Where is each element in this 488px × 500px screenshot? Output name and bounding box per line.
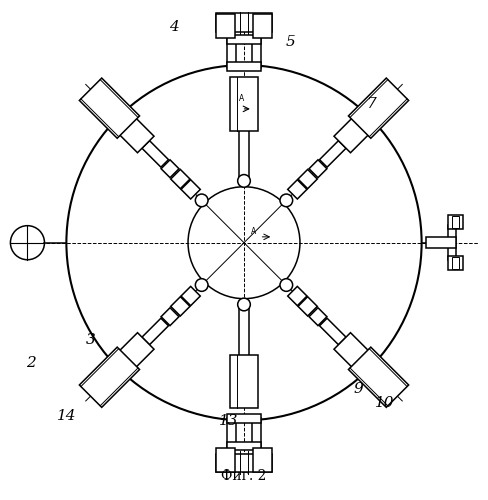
Text: 5: 5 — [285, 34, 295, 48]
Circle shape — [280, 278, 293, 291]
Text: 10: 10 — [375, 396, 395, 410]
Polygon shape — [227, 62, 261, 71]
Polygon shape — [115, 114, 154, 152]
Polygon shape — [309, 308, 327, 326]
Polygon shape — [171, 170, 190, 188]
Polygon shape — [80, 78, 140, 138]
Polygon shape — [227, 38, 236, 68]
Polygon shape — [216, 13, 272, 32]
Polygon shape — [252, 418, 261, 447]
Polygon shape — [452, 258, 459, 269]
Polygon shape — [142, 140, 168, 167]
Polygon shape — [161, 308, 179, 326]
Polygon shape — [80, 347, 140, 408]
Text: 9: 9 — [353, 382, 363, 396]
Polygon shape — [298, 296, 317, 316]
Polygon shape — [161, 160, 179, 178]
Polygon shape — [239, 118, 249, 177]
Polygon shape — [181, 180, 200, 199]
Text: 4: 4 — [168, 20, 178, 34]
Polygon shape — [216, 454, 272, 472]
Polygon shape — [320, 140, 346, 167]
Text: 3: 3 — [86, 333, 96, 347]
Polygon shape — [253, 448, 272, 472]
Polygon shape — [227, 418, 236, 447]
Polygon shape — [216, 14, 235, 38]
Polygon shape — [448, 256, 463, 270]
Text: 2: 2 — [26, 356, 36, 370]
Polygon shape — [288, 180, 307, 199]
Polygon shape — [239, 308, 249, 367]
Text: 7: 7 — [366, 97, 376, 111]
Polygon shape — [309, 160, 327, 178]
Polygon shape — [230, 354, 258, 408]
Circle shape — [280, 194, 293, 206]
Polygon shape — [227, 442, 261, 450]
Polygon shape — [288, 286, 307, 306]
Polygon shape — [348, 347, 408, 408]
Circle shape — [195, 278, 208, 291]
Polygon shape — [253, 14, 272, 38]
Polygon shape — [171, 296, 190, 316]
Polygon shape — [448, 225, 456, 260]
Polygon shape — [448, 216, 463, 229]
Text: A: A — [240, 94, 244, 102]
Text: A: A — [251, 227, 257, 236]
Polygon shape — [181, 286, 200, 306]
Polygon shape — [142, 318, 168, 344]
Text: 14: 14 — [57, 410, 76, 424]
Circle shape — [238, 298, 250, 311]
Polygon shape — [115, 332, 154, 372]
Polygon shape — [334, 114, 373, 152]
Polygon shape — [227, 414, 261, 423]
Text: 13: 13 — [219, 414, 238, 428]
Polygon shape — [426, 238, 456, 248]
Polygon shape — [252, 38, 261, 68]
Polygon shape — [348, 78, 408, 138]
Polygon shape — [298, 170, 317, 188]
Polygon shape — [227, 35, 261, 43]
Polygon shape — [216, 448, 235, 472]
Polygon shape — [320, 318, 346, 344]
Circle shape — [238, 174, 250, 187]
Circle shape — [195, 194, 208, 206]
Polygon shape — [452, 216, 459, 228]
Text: Фиг. 2: Фиг. 2 — [222, 468, 266, 482]
Polygon shape — [230, 78, 258, 131]
Polygon shape — [334, 332, 373, 372]
